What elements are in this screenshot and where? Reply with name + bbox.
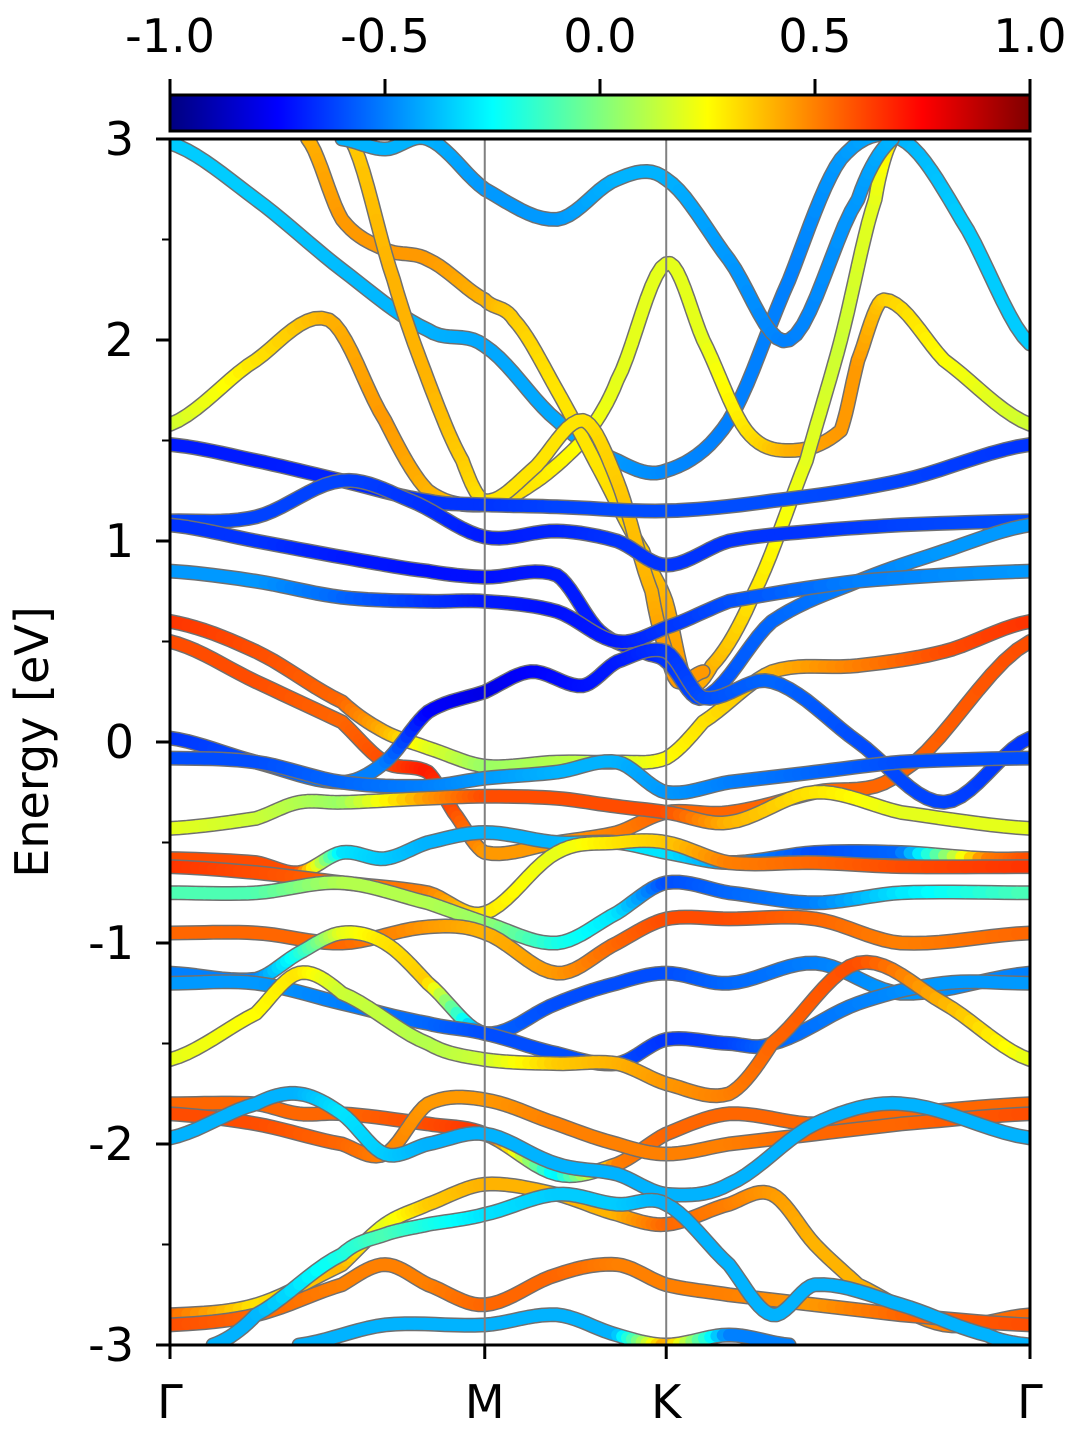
bands <box>170 135 1030 1346</box>
colorbar: -1.0 -0.5 0.0 0.5 1.0 <box>125 9 1066 131</box>
band-segment <box>883 135 889 136</box>
band-27 <box>299 1315 789 1345</box>
band-segment <box>1017 973 1030 975</box>
band-segment <box>1017 1136 1030 1138</box>
band-segment <box>1017 1104 1030 1105</box>
y-axis: 3 2 1 0 -1 -2 -3 <box>88 112 170 1372</box>
x-tick-label: Γ <box>1017 1375 1043 1429</box>
colorbar-tick-label: -1.0 <box>125 9 215 63</box>
band-13 <box>170 792 1030 828</box>
colorbar-ticks: -1.0 -0.5 0.0 0.5 1.0 <box>125 9 1066 95</box>
colorbar-gradient <box>170 95 1030 131</box>
band-segment <box>701 672 704 673</box>
band-segment <box>1017 642 1030 650</box>
y-tick-label: 1 <box>105 514 134 568</box>
band-segment <box>889 135 895 137</box>
y-tick-label: 3 <box>105 112 134 166</box>
x-tick-label: K <box>651 1375 683 1429</box>
band-segment <box>1017 1114 1030 1115</box>
colorbar-tick-label: 1.0 <box>993 9 1066 63</box>
y-axis-label: Energy [eV] <box>5 606 59 877</box>
band-segment <box>1017 445 1030 447</box>
band-segment <box>1017 1324 1030 1325</box>
colorbar-tick-label: 0.0 <box>563 9 636 63</box>
y-tick-label: 0 <box>105 715 134 769</box>
x-tick-label: Γ <box>157 1375 183 1429</box>
band-segment <box>1013 571 1030 572</box>
y-tick-label: -2 <box>88 1117 134 1171</box>
band-8 <box>170 571 1030 642</box>
y-tick-label: -1 <box>88 916 134 970</box>
band-segment <box>871 135 877 137</box>
x-tick-label: M <box>465 1375 505 1429</box>
y-tick-label: 2 <box>105 313 134 367</box>
band-segment <box>877 135 883 136</box>
band-25 <box>170 1264 1030 1325</box>
band-segment <box>1017 828 1030 829</box>
colorbar-tick-label: 0.5 <box>778 9 851 63</box>
colorbar-tick-label: -0.5 <box>340 9 430 63</box>
band-segment <box>1017 933 1030 934</box>
y-tick-label: -3 <box>88 1318 134 1372</box>
plot-area: 3 2 1 0 -1 -2 -3 Γ M K Γ <box>88 112 1043 1429</box>
